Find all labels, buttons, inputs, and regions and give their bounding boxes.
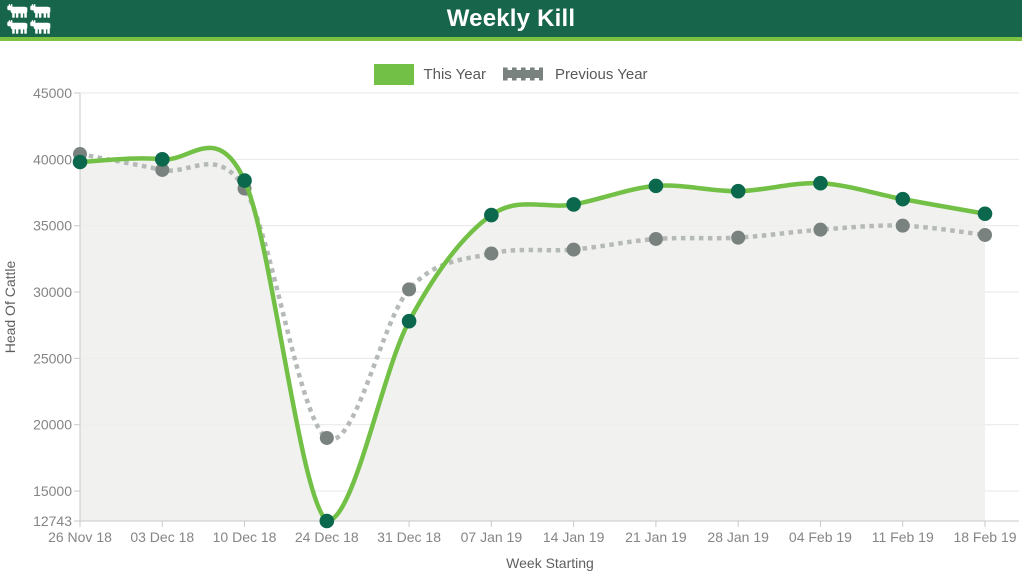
y-tick-label: 35000 [33, 218, 72, 234]
this-year-marker[interactable] [977, 206, 993, 222]
this-year-marker[interactable] [401, 313, 417, 329]
y-tick-label: 25000 [33, 350, 72, 366]
x-tick-label: 24 Dec 18 [295, 529, 359, 545]
x-tick-label: 10 Dec 18 [213, 529, 277, 545]
x-tick-label: 11 Feb 19 [872, 529, 934, 545]
legend-item-this-year[interactable]: This Year [374, 63, 486, 85]
x-tick-label: 26 Nov 18 [48, 529, 112, 545]
this-year-marker[interactable] [648, 178, 664, 194]
this-year-marker[interactable] [154, 152, 170, 167]
this-year-marker[interactable] [237, 173, 252, 188]
previous-year-marker[interactable] [402, 282, 417, 297]
chart-legend: This Year Previous Year [0, 63, 1022, 85]
this-year-marker[interactable] [72, 154, 88, 170]
this-year-marker[interactable] [895, 191, 911, 207]
legend-label-this-year: This Year [423, 65, 486, 83]
x-tick-label: 18 Feb 19 [953, 529, 1016, 545]
page-title: Weekly Kill [446, 5, 576, 32]
y-tick-label: 15000 [33, 483, 72, 499]
previous-year-marker[interactable] [731, 230, 746, 245]
y-axis-title: Head Of Cattle [2, 260, 18, 353]
y-tick-label: 20000 [33, 417, 72, 433]
y-tick-label: 30000 [33, 284, 72, 300]
previous-year-marker[interactable] [895, 218, 910, 233]
x-tick-label: 14 Jan 19 [543, 529, 605, 545]
previous-year-marker[interactable] [978, 227, 992, 242]
this-year-marker[interactable] [484, 207, 499, 223]
legend-label-previous-year: Previous Year [554, 65, 648, 83]
x-tick-label: 31 Dec 18 [377, 529, 441, 545]
dotted-line-icon [502, 67, 543, 81]
x-tick-label: 03 Dec 18 [130, 529, 194, 545]
this-year-marker[interactable] [319, 513, 335, 529]
app-header: Weekly Kill [0, 0, 1022, 41]
previous-year-marker[interactable] [566, 242, 581, 257]
previous-year-marker[interactable] [155, 162, 170, 177]
x-axis-title: Week Starting [506, 555, 594, 571]
previous-year-marker[interactable] [319, 430, 334, 445]
x-tick-label: 07 Jan 19 [461, 529, 523, 545]
this-year-marker[interactable] [566, 197, 581, 212]
previous-year-marker[interactable] [813, 222, 828, 237]
this-year-swatch-icon [374, 63, 415, 85]
previous-year-marker[interactable] [484, 246, 499, 261]
this-year-marker[interactable] [813, 175, 828, 191]
y-tick-label: 12743 [33, 513, 72, 529]
legend-item-previous-year[interactable]: Previous Year [500, 63, 648, 85]
previous-year-marker[interactable] [648, 231, 663, 246]
y-tick-label: 45000 [33, 85, 72, 101]
x-tick-label: 28 Jan 19 [707, 529, 769, 545]
this-year-marker[interactable] [730, 183, 746, 199]
x-tick-label: 04 Feb 19 [789, 529, 852, 545]
x-tick-label: 21 Jan 19 [625, 529, 687, 545]
this-year-area [80, 147, 985, 522]
y-tick-label: 40000 [33, 151, 72, 167]
